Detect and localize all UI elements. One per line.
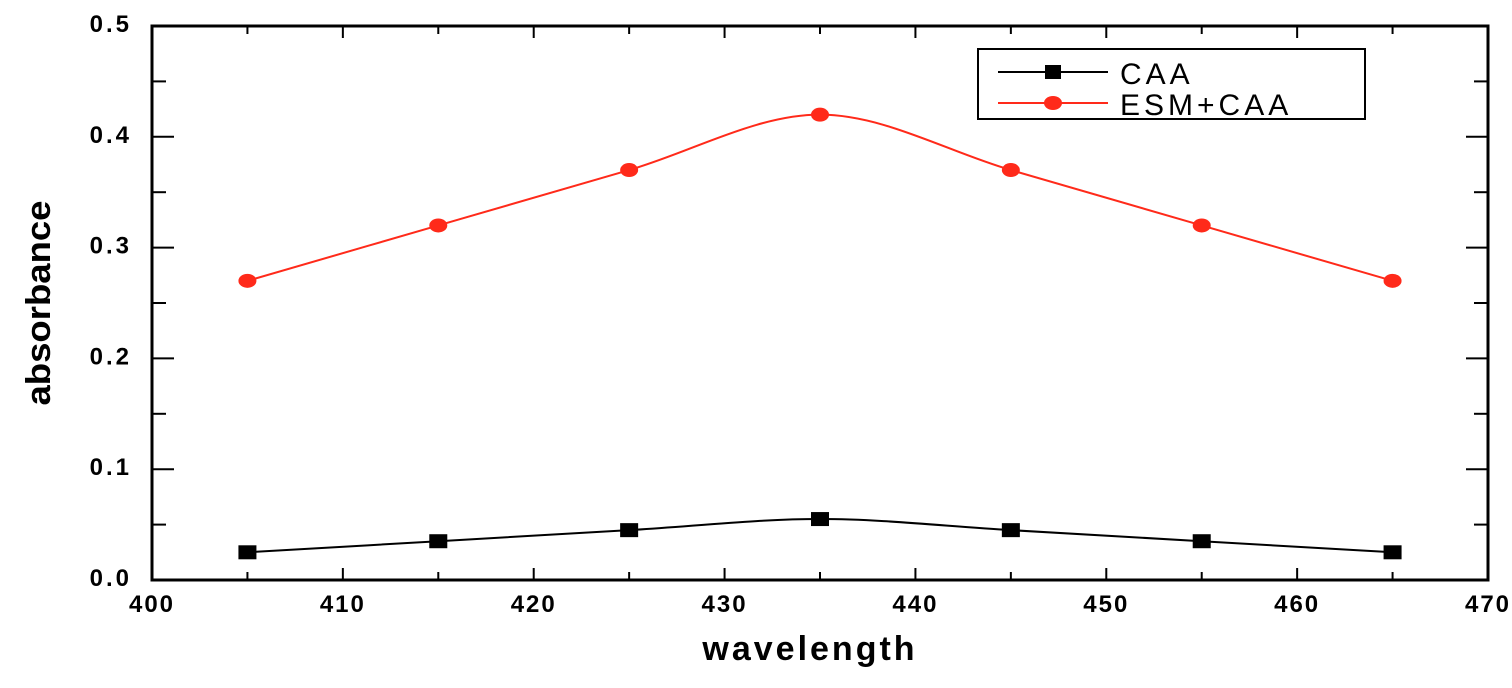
y-tick-label: 0.4 xyxy=(90,122,132,149)
data-point-caa xyxy=(811,512,829,527)
data-point-esm-caa xyxy=(620,163,639,178)
legend: CAA ESM+CAA xyxy=(977,48,1366,122)
y-tick-labels: 0.0 0.1 0.2 0.3 0.4 0.5 xyxy=(90,11,132,592)
x-tick-label: 410 xyxy=(320,591,366,618)
data-point-esm-caa xyxy=(238,273,257,288)
y-axis-label: absorbance xyxy=(20,201,58,406)
y-tick-label: 0.0 xyxy=(90,565,132,592)
data-point-esm-caa xyxy=(811,107,829,122)
data-point-caa xyxy=(1192,534,1211,549)
x-tick-label: 460 xyxy=(1274,591,1320,618)
x-axis-label: wavelength xyxy=(701,630,917,668)
legend-marker-esm-caa xyxy=(1044,96,1062,110)
x-tick-label: 420 xyxy=(511,591,557,618)
data-point-esm-caa xyxy=(1001,163,1020,178)
data-point-caa xyxy=(1001,523,1020,538)
data-point-esm-caa xyxy=(429,218,448,233)
x-tick-label: 430 xyxy=(702,591,748,618)
x-tick-label: 470 xyxy=(1465,591,1511,618)
data-point-esm-caa xyxy=(1192,218,1211,233)
x-tick-label: 440 xyxy=(892,591,938,618)
legend-marker-caa xyxy=(1045,65,1061,79)
y-tick-label: 0.5 xyxy=(90,11,132,38)
plot-frame xyxy=(150,24,1490,582)
y-tick-label: 0.2 xyxy=(90,343,132,370)
data-point-caa xyxy=(1383,545,1402,560)
data-point-caa xyxy=(429,534,448,549)
data-point-caa xyxy=(238,545,257,560)
data-point-caa xyxy=(620,523,639,538)
legend-label-esm-caa: ESM+CAA xyxy=(1120,89,1292,122)
y-tick-label: 0.3 xyxy=(90,233,132,260)
series-group xyxy=(238,107,1402,560)
data-point-esm-caa xyxy=(1383,273,1402,288)
x-tick-label: 400 xyxy=(129,591,175,618)
legend-label-caa: CAA xyxy=(1120,58,1194,91)
x-tick-labels: 400 410 420 430 440 450 460 470 xyxy=(129,591,1511,618)
series-line-esm-caa xyxy=(247,113,1393,282)
legend-box xyxy=(977,48,1366,120)
x-tick-label: 450 xyxy=(1083,591,1129,618)
y-tick-label: 0.1 xyxy=(90,454,132,481)
